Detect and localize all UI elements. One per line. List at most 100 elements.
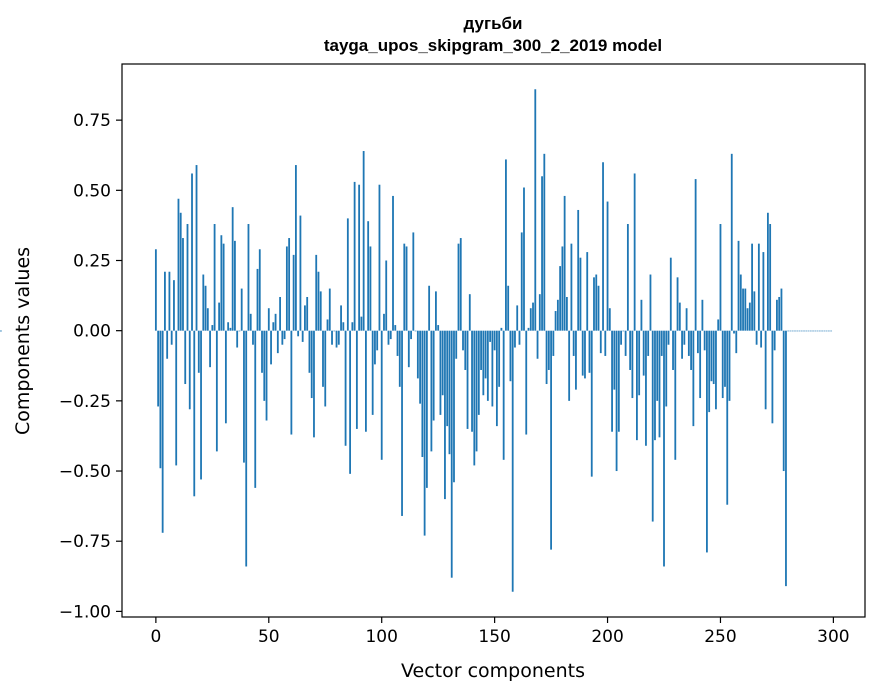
bar-290 — [809, 330, 812, 332]
bar-87 — [351, 322, 354, 331]
bar-234 — [683, 330, 686, 345]
bar-286 — [800, 330, 803, 332]
bar-258 — [737, 240, 740, 331]
y-tick-label: −0.25 — [59, 392, 111, 412]
bar-29 — [220, 235, 223, 331]
bar-289 — [807, 330, 810, 332]
y-tick-label: −0.50 — [59, 462, 111, 482]
bar-238 — [692, 330, 695, 427]
bar-277 — [780, 288, 783, 331]
bar-72 — [317, 271, 320, 331]
bar-231 — [676, 277, 679, 331]
bar-6 — [168, 271, 171, 331]
bar-261 — [744, 288, 747, 331]
bar-11 — [179, 212, 182, 331]
bar-44 — [254, 330, 257, 488]
bar-248 — [715, 330, 717, 410]
chart-subtitle: tayga_upos_skipgram_300_2_2019 model — [324, 36, 662, 55]
bar-26 — [213, 224, 216, 331]
bar-145 — [482, 330, 485, 396]
bar-240 — [696, 330, 699, 354]
bar-82 — [340, 305, 342, 331]
bar-75 — [324, 330, 327, 407]
bar-211 — [631, 330, 634, 399]
bar-294 — [818, 330, 821, 332]
bar-202 — [611, 330, 613, 432]
bar-5 — [166, 330, 169, 359]
bar-91 — [360, 316, 363, 331]
bar-94 — [367, 221, 370, 331]
bar-168 — [534, 89, 537, 331]
bar-117 — [419, 330, 422, 404]
bar-299 — [830, 330, 833, 332]
bar-110 — [403, 243, 406, 331]
bar-24 — [209, 330, 211, 368]
bar-127 — [441, 330, 444, 396]
bar-65 — [301, 330, 304, 342]
bar-171 — [541, 176, 543, 331]
bar-272 — [769, 224, 772, 331]
bar-41 — [247, 224, 250, 331]
bar-205 — [617, 330, 620, 432]
bar-100 — [380, 330, 383, 460]
bar-36 — [236, 330, 239, 348]
bar-112 — [407, 330, 410, 368]
bar-250 — [719, 224, 722, 331]
bar-43 — [252, 330, 254, 345]
bar-68 — [308, 330, 311, 373]
bar-60 — [290, 330, 293, 435]
bar-146 — [484, 330, 487, 379]
bar-269 — [762, 252, 765, 331]
bar-194 — [593, 277, 595, 331]
bar-230 — [674, 330, 677, 460]
bar-149 — [491, 330, 494, 407]
bar-253 — [726, 330, 729, 505]
bar-undefined — [0, 330, 2, 332]
bar-297 — [825, 330, 828, 332]
bar-245 — [708, 330, 711, 413]
bar-170 — [538, 294, 541, 331]
bar-276 — [778, 296, 781, 331]
bar-7 — [170, 330, 173, 345]
bar-42 — [249, 313, 252, 331]
bar-133 — [455, 330, 458, 359]
bar-197 — [599, 330, 602, 354]
bar-147 — [486, 330, 489, 401]
bar-48 — [263, 330, 266, 401]
bar-18 — [195, 165, 198, 331]
bar-64 — [299, 215, 302, 331]
bar-178 — [556, 299, 559, 331]
bar-204 — [615, 330, 618, 472]
bar-53 — [274, 313, 277, 331]
bar-156 — [507, 285, 510, 331]
bar-118 — [421, 330, 424, 457]
bar-237 — [690, 330, 693, 370]
bar-15 — [188, 330, 191, 410]
bar-198 — [602, 162, 604, 331]
bar-142 — [475, 330, 478, 452]
bar-189 — [581, 330, 584, 376]
bar-52 — [272, 322, 275, 331]
bar-67 — [306, 296, 309, 331]
bar-233 — [681, 330, 683, 359]
x-tick-label: 100 — [365, 627, 397, 647]
bar-61 — [292, 254, 295, 331]
bar-182 — [565, 296, 568, 331]
bar-90 — [358, 184, 361, 331]
bar-190 — [584, 330, 586, 379]
bar-270 — [764, 330, 767, 410]
bar-137 — [464, 330, 467, 370]
bar-50 — [267, 308, 270, 331]
bar-249 — [717, 319, 720, 331]
bar-32 — [227, 322, 230, 331]
bar-77 — [328, 288, 331, 331]
bar-135 — [459, 238, 462, 331]
bar-34 — [231, 207, 234, 331]
bar-209 — [626, 224, 629, 331]
bar-19 — [197, 330, 200, 373]
bar-287 — [803, 330, 805, 332]
bar-193 — [590, 330, 593, 477]
bar-105 — [392, 195, 394, 331]
bar-153 — [500, 327, 503, 331]
bar-206 — [620, 330, 622, 345]
